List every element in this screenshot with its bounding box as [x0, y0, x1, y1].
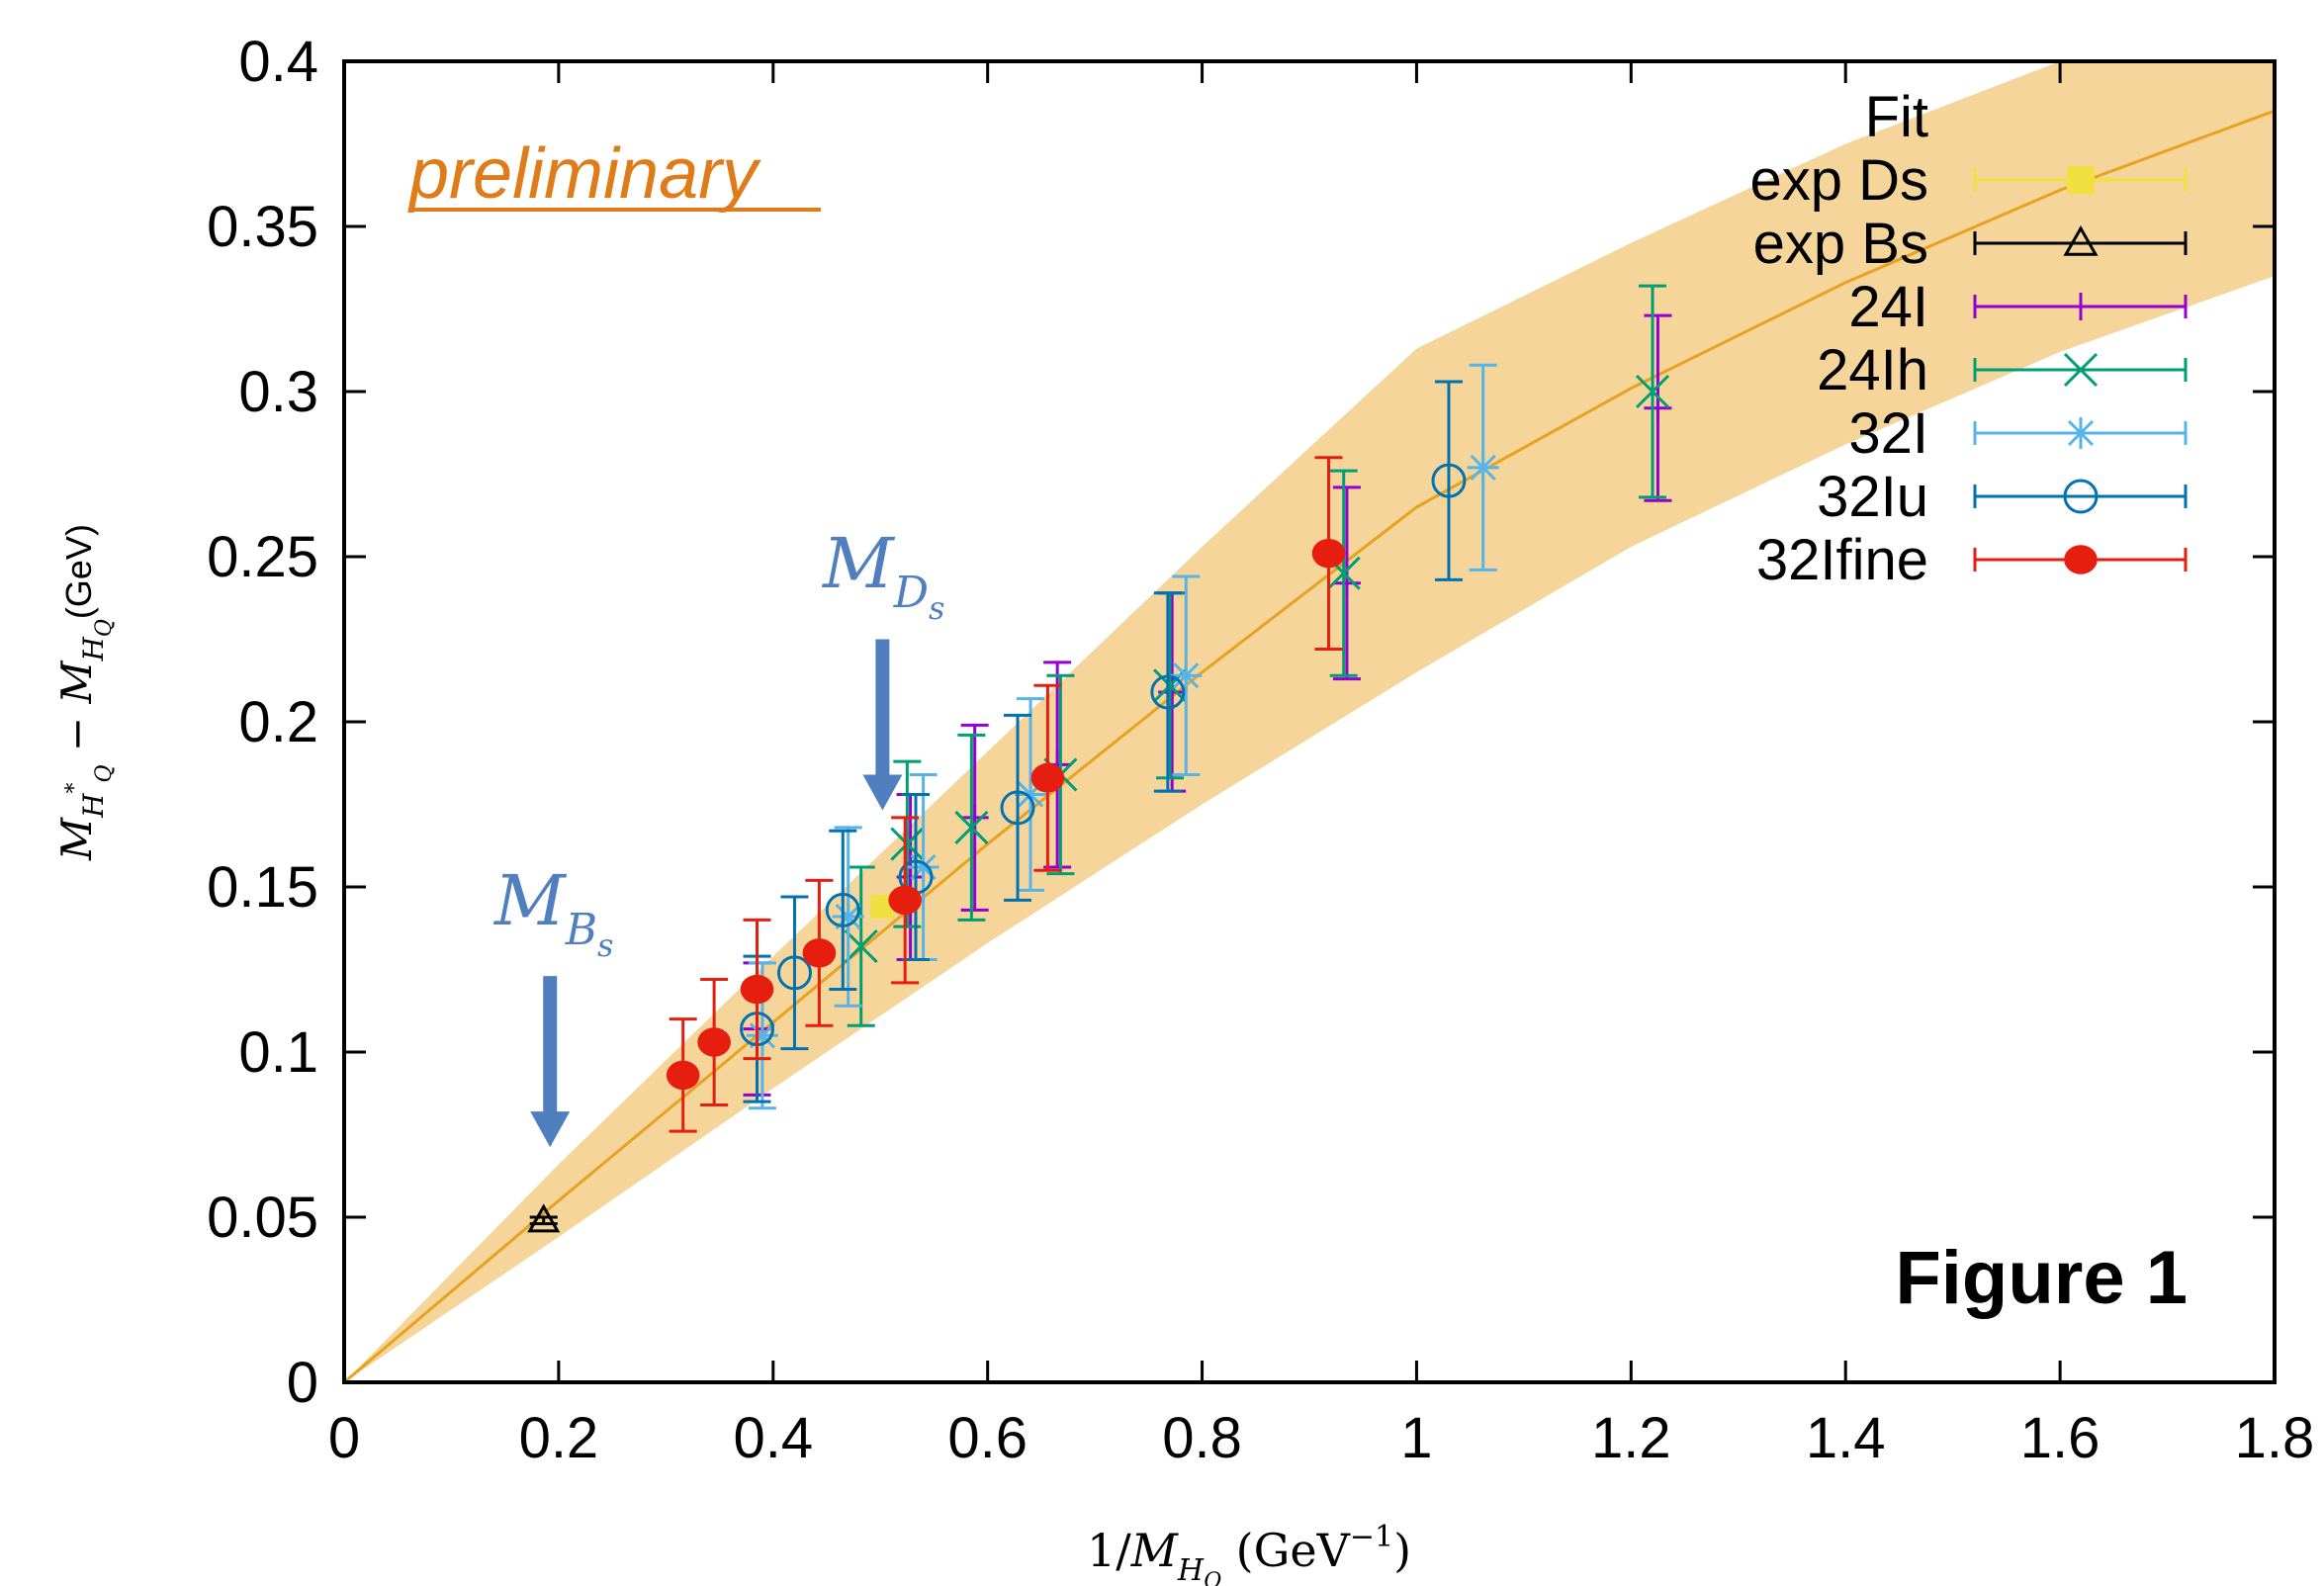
data-point [1015, 778, 1047, 811]
error-bar [829, 829, 857, 992]
data-point [1467, 451, 1499, 484]
y-tick-label: 0.15 [207, 855, 318, 920]
fit-line [344, 109, 2275, 1382]
y-axis-label: MH*Q − MHQ(GeV) [52, 524, 117, 861]
x-tick-label: 1.2 [1591, 1406, 1671, 1470]
error-bar [780, 895, 809, 1051]
y-tick-label: 0.25 [207, 525, 318, 589]
data-point [954, 810, 989, 844]
legend-label: 32I [1848, 401, 1928, 466]
legend-marker [2064, 545, 2098, 574]
legend-label: Fit [1865, 85, 1928, 149]
y-tick-label: 0.1 [238, 1020, 318, 1085]
legend-label: 32Iu [1817, 465, 1928, 529]
arrow-head-0 [862, 774, 903, 811]
data-point [802, 938, 837, 968]
y-tick-label: 0.3 [238, 360, 318, 424]
data-point [1332, 569, 1361, 597]
legend-label: 32Ifine [1756, 528, 1928, 592]
error-bar [1153, 591, 1182, 793]
series-layer [527, 284, 1672, 1233]
arrow-label-ds: MDs [821, 523, 944, 627]
legend-marker [2063, 224, 2099, 256]
data-point [776, 955, 812, 991]
data-point [527, 1203, 561, 1233]
arrow-layer [530, 639, 903, 1148]
data-point [907, 850, 939, 883]
data-point [1431, 463, 1467, 498]
legend-marker [2063, 479, 2099, 514]
data-point [1150, 674, 1186, 710]
legend-swatch [1975, 97, 2186, 136]
x-tick-label: 1 [1400, 1406, 1432, 1470]
data-point [1311, 538, 1346, 569]
error-bar [1434, 380, 1463, 581]
data-point [1030, 763, 1065, 793]
y-tick-label: 0.4 [238, 30, 318, 94]
legend-item-24i: 24I [1848, 275, 2188, 339]
y-tick-label: 0.35 [207, 195, 318, 259]
arrow-label-bs: MBs [492, 860, 613, 964]
x-tick-label: 1.8 [2235, 1406, 2315, 1470]
x-tick-label: 1.4 [1806, 1406, 1886, 1470]
data-point [825, 892, 860, 927]
data-point [890, 827, 925, 861]
series-exp-bs [527, 1203, 561, 1233]
x-tick-label: 0.8 [1162, 1406, 1242, 1470]
x-tick-label: 0.4 [733, 1406, 813, 1470]
data-point [746, 1019, 778, 1052]
x-axis-label: 1/MHQ (GeV−1) [1087, 1520, 1411, 1586]
legend-label: exp Bs [1753, 212, 1928, 276]
legend-item-32iu: 32Iu [1817, 465, 2188, 529]
y-tick-label: 0 [287, 1351, 318, 1415]
tick-layer: 0 0.2 0.4 0.6 0.8 1 1.2 1.4 1.6 1.8 0 0.05 0.1 0.15 0.… [207, 30, 2314, 1470]
legend-marker [2065, 417, 2097, 449]
x-tick-label: 1.6 [2020, 1406, 2101, 1470]
series-32ifine [666, 456, 1346, 1133]
data-point [697, 1027, 731, 1057]
data-point [832, 901, 864, 933]
data-point [1635, 374, 1670, 409]
data-point [960, 803, 989, 832]
fit-band-layer [344, 61, 2275, 1382]
legend-marker [2063, 352, 2099, 388]
legend-item-exp-ds: exp Ds [1749, 148, 2188, 213]
legend-marker [2067, 166, 2095, 194]
preliminary-label: preliminary [407, 134, 761, 214]
data-point [740, 974, 774, 1005]
legend-line [1973, 485, 2188, 508]
x-tick-label: 0.6 [947, 1406, 1028, 1470]
fit-band [344, 61, 2275, 1382]
legend-label: 24Ih [1817, 338, 1928, 402]
legend-marker [2067, 293, 2095, 320]
x-tick-label: 0 [328, 1406, 360, 1470]
data-point [1000, 790, 1035, 826]
error-bar [1004, 713, 1032, 902]
legend-item-32ifine: 32Ifine [1756, 528, 2188, 592]
x-tick-label: 0.2 [519, 1406, 599, 1470]
series-32iu [740, 380, 1467, 1103]
error-bar [902, 792, 931, 961]
y-tick-label: 0.2 [238, 690, 318, 754]
data-point [888, 885, 922, 916]
legend-label: 24I [1848, 275, 1928, 339]
legend-item-32i: 32I [1848, 401, 2188, 466]
data-point [844, 929, 878, 964]
legend-item-24ih: 24Ih [1817, 338, 2188, 402]
figure-label: Figure 1 [1895, 1236, 2188, 1320]
legend-item-exp-bs: exp Bs [1753, 212, 2188, 276]
legend-item-fit: Fit [1865, 85, 2186, 149]
series-32i [746, 363, 1499, 1110]
data-point [1170, 660, 1203, 692]
legend-label: exp Ds [1749, 148, 1928, 213]
arrow-head-1 [530, 1111, 571, 1148]
legend-line [1973, 231, 2188, 255]
y-tick-label: 0.05 [207, 1186, 318, 1250]
data-point [666, 1060, 700, 1091]
